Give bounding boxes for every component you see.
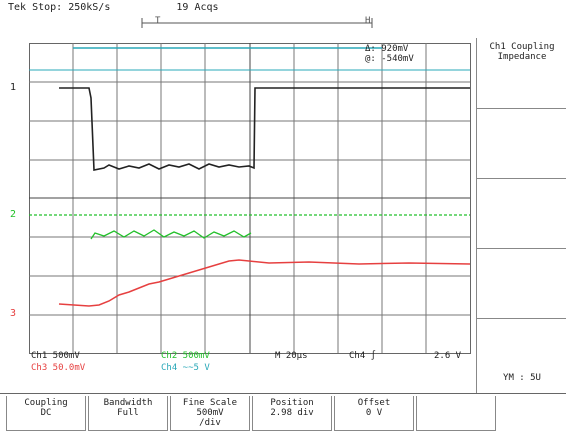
ch3-waveform bbox=[58, 259, 471, 307]
menu-fine-scale-label: Fine Scale bbox=[182, 398, 238, 408]
menu-bandwidth[interactable]: Bandwidth Full bbox=[88, 396, 168, 431]
menu-fine-scale-value: 500mV /div bbox=[196, 408, 224, 428]
ch4-scale: Ch4 ~~5 V bbox=[161, 363, 210, 373]
trigger-marker-strip: T H bbox=[141, 16, 373, 28]
side-menu-title-box[interactable]: Ch1 Coupling Impedance bbox=[477, 38, 566, 109]
trigger-source: Ch4 ∫ bbox=[349, 351, 377, 361]
menu-bandwidth-value: Full bbox=[117, 408, 139, 418]
menu-blank-button[interactable] bbox=[416, 396, 496, 431]
graticule bbox=[29, 43, 471, 354]
timebase: M 20μs bbox=[275, 351, 308, 361]
cursor-readout: Δ: 920mV @: -540mV bbox=[365, 44, 414, 64]
menu-coupling-value: DC bbox=[40, 408, 52, 418]
svg-text:H: H bbox=[365, 16, 370, 26]
menu-position-value: 2.98 div bbox=[270, 408, 314, 418]
cursor-at: @: -540mV bbox=[365, 54, 414, 64]
ch2-scale: Ch2 500mV bbox=[161, 351, 210, 361]
side-button-2[interactable] bbox=[477, 108, 566, 179]
top-status-bar: Tek Stop: 250kS/s 19 Acqs bbox=[8, 2, 219, 13]
side-button-3[interactable] bbox=[477, 178, 566, 249]
bottom-menu-bar: Coupling DC Bandwidth Full Fine Scale 50… bbox=[0, 393, 566, 432]
menu-offset[interactable]: Offset 0 V bbox=[334, 396, 414, 431]
trigger-level: 2.6 V bbox=[434, 351, 462, 361]
side-button-4[interactable] bbox=[477, 248, 566, 319]
ch3-scale: Ch3 50.0mV bbox=[31, 363, 86, 373]
ch3-marker[interactable]: 3 bbox=[10, 308, 17, 319]
menu-fine-scale[interactable]: Fine Scale 500mV /div bbox=[170, 396, 250, 431]
ch2-marker[interactable]: 2 bbox=[10, 209, 17, 220]
ch2-waveform bbox=[90, 229, 252, 240]
menu-offset-value: 0 V bbox=[365, 408, 383, 418]
svg-text:T: T bbox=[155, 16, 161, 26]
ch1-waveform bbox=[59, 87, 470, 171]
menu-coupling[interactable]: Coupling DC bbox=[6, 396, 86, 431]
side-menu: Ch1 Coupling Impedance YM : 5U bbox=[476, 38, 566, 393]
waveform-display bbox=[29, 43, 471, 395]
menu-position-label: Position bbox=[270, 398, 314, 408]
cursor-delta: Δ: 920mV bbox=[365, 44, 409, 54]
side-menu-footer: YM : 5U bbox=[503, 373, 541, 383]
menu-offset-label: Offset bbox=[357, 398, 391, 408]
menu-bandwidth-label: Bandwidth bbox=[103, 398, 153, 408]
ch1-marker[interactable]: 1 bbox=[10, 82, 17, 93]
acquisition-status: Tek Stop: 250kS/s bbox=[8, 2, 111, 13]
side-menu-title: Ch1 Coupling Impedance bbox=[489, 42, 555, 62]
menu-position[interactable]: Position 2.98 div bbox=[252, 396, 332, 431]
acquisition-count: 19 Acqs bbox=[176, 2, 219, 13]
menu-coupling-label: Coupling bbox=[24, 398, 68, 408]
ch1-scale: Ch1 500mV bbox=[31, 351, 80, 361]
